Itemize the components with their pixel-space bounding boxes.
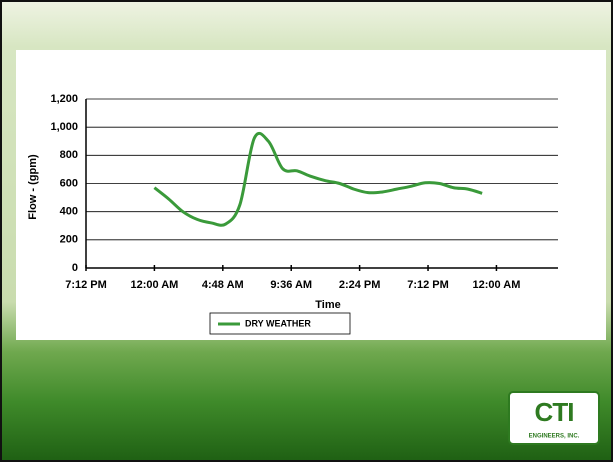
- x-axis-title: Time: [315, 299, 340, 311]
- logo-mark: CTI: [535, 397, 574, 427]
- y-tick-label: 1,000: [50, 121, 78, 133]
- x-tick-label: 12:00 AM: [472, 279, 520, 291]
- x-tick-label: 4:48 AM: [202, 279, 244, 291]
- x-tick-label: 7:12 PM: [407, 279, 449, 291]
- y-tick-label: 800: [60, 149, 78, 161]
- legend: [209, 312, 351, 335]
- line: [153, 131, 483, 227]
- y-axis-title: Flow - (gpm): [27, 154, 39, 220]
- y-tick-label: 0: [72, 262, 78, 274]
- x-tick-label: 9:36 AM: [270, 279, 312, 291]
- y-tick-label: 200: [60, 234, 78, 246]
- y-tick-label: 1,200: [50, 93, 78, 105]
- y-tick-label: 600: [60, 177, 78, 189]
- x-tick-label: 7:12 PM: [65, 279, 107, 291]
- legend-label: DRY WEATHER: [245, 318, 311, 328]
- logo-box: [508, 391, 600, 445]
- chart-panel: [16, 50, 606, 340]
- x-tick-label: 2:24 PM: [339, 279, 381, 291]
- logo: CTI ENGINEERS, INC.: [508, 391, 600, 445]
- x-tick-label: 12:00 AM: [130, 279, 178, 291]
- y-tick-label: 400: [60, 206, 78, 218]
- logo-text: ENGINEERS, INC.: [529, 434, 580, 440]
